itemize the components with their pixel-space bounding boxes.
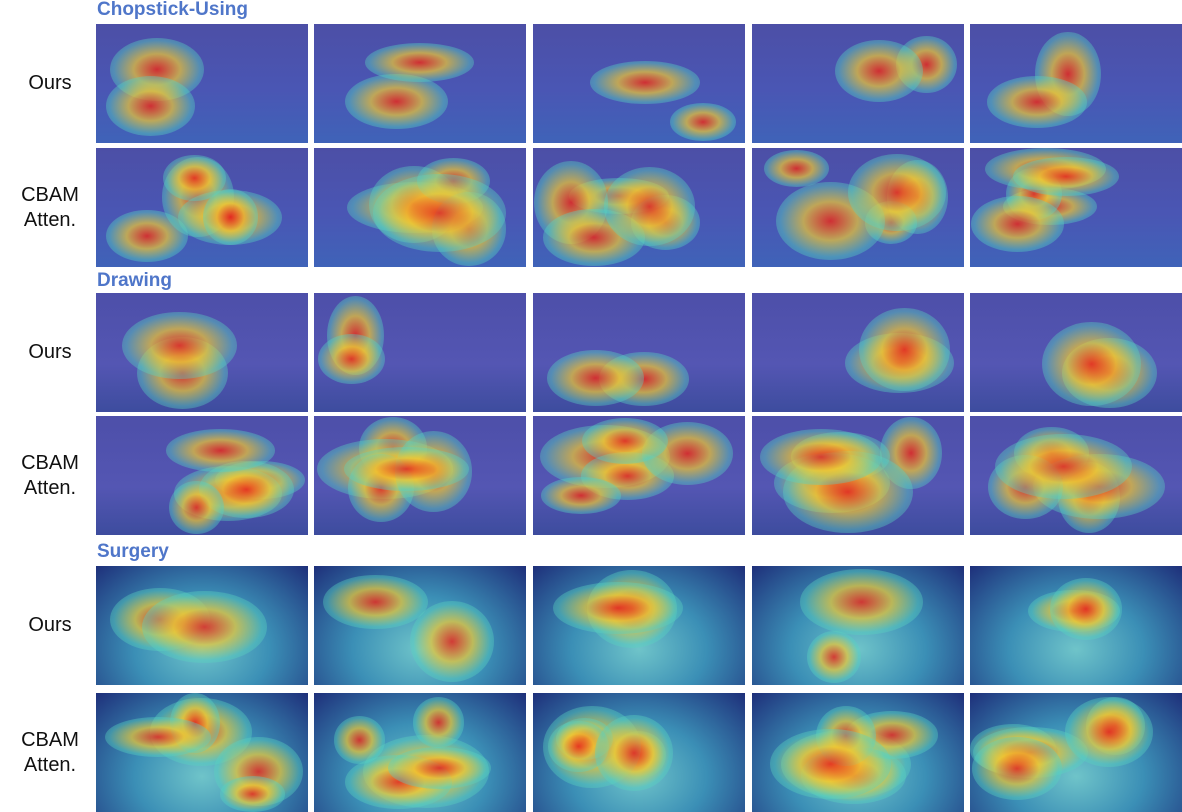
heatmap-image [752, 416, 964, 535]
heat-blob [604, 167, 695, 246]
heat-blob [848, 154, 946, 231]
heat-blob [541, 477, 621, 513]
heatmap-image [533, 693, 745, 812]
row-label-line: Ours [0, 340, 100, 365]
heatmap-image [752, 148, 964, 267]
heat-blob [835, 40, 923, 103]
heat-blob [365, 43, 474, 82]
section-title: Chopstick-Using [97, 0, 248, 20]
row-label: Ours [0, 613, 100, 638]
heat-blob [318, 334, 385, 384]
heat-blob [373, 174, 506, 252]
row-label: Ours [0, 71, 100, 96]
heat-blob [859, 308, 950, 391]
section-title: Surgery [97, 542, 169, 562]
heat-blob [345, 74, 448, 130]
heat-blob [590, 61, 700, 104]
row-label: Ours [0, 340, 100, 365]
heatmap-image [314, 293, 526, 412]
heat-blob [220, 776, 285, 811]
heat-blob [413, 697, 465, 747]
heatmap-image [96, 566, 308, 685]
heat-blob [203, 189, 257, 245]
heat-blob [971, 196, 1064, 252]
heatmap-image [314, 416, 526, 535]
heat-blob [169, 481, 224, 534]
heatmap-image [970, 693, 1182, 812]
heatmap-image [752, 693, 964, 812]
figure: Chopstick-UsingOursCBAMAtten.DrawingOurs… [0, 0, 1182, 812]
heat-blob [764, 150, 829, 187]
row-label-line: Ours [0, 71, 100, 96]
heat-blob [995, 434, 1132, 499]
heat-blob [1050, 578, 1122, 639]
row-label-line: Ours [0, 613, 100, 638]
heatmap-image [752, 293, 964, 412]
heatmap-image [970, 293, 1182, 412]
row-label-line: Atten. [0, 476, 100, 501]
heatmap-image [752, 566, 964, 685]
heat-blob [987, 76, 1086, 128]
row-label-line: CBAM [0, 451, 100, 476]
heatmap-image [96, 693, 308, 812]
heat-blob [122, 312, 237, 379]
heat-blob [334, 716, 385, 763]
heat-blob [760, 429, 882, 485]
row-label-line: CBAM [0, 728, 100, 753]
heatmap-image [752, 24, 964, 143]
heat-blob [410, 601, 494, 682]
heatmap-image [96, 148, 308, 267]
heat-blob [972, 737, 1062, 799]
heat-blob [323, 575, 428, 629]
heatmap-image [970, 566, 1182, 685]
heat-blob [142, 591, 266, 663]
heatmap-image [314, 24, 526, 143]
heatmap-image [970, 148, 1182, 267]
heat-blob [1065, 697, 1154, 767]
heat-blob [1042, 322, 1141, 406]
heatmap-image [533, 293, 745, 412]
heatmap-image [533, 148, 745, 267]
heat-blob [106, 76, 196, 136]
heat-blob [807, 631, 862, 684]
heat-blob [344, 447, 469, 491]
heat-blob [547, 350, 645, 406]
heat-blob [800, 569, 923, 635]
heat-blob [670, 103, 736, 141]
heatmap-image [533, 24, 745, 143]
heatmap-image [314, 148, 526, 267]
heat-blob [105, 717, 211, 757]
row-label-line: CBAM [0, 183, 100, 208]
row-label-line: Atten. [0, 208, 100, 233]
heat-blob [770, 729, 890, 799]
heatmap-image [970, 416, 1182, 535]
heatmap-image [533, 416, 745, 535]
heatmap-image [314, 693, 526, 812]
heat-blob [1013, 157, 1119, 196]
heat-blob [595, 715, 673, 791]
heatmap-image [96, 416, 308, 535]
heat-blob [166, 429, 275, 472]
heatmap-image [533, 566, 745, 685]
heatmap-image [970, 24, 1182, 143]
heatmap-image [314, 566, 526, 685]
row-label-line: Atten. [0, 753, 100, 778]
section-title: Drawing [97, 271, 172, 291]
heatmap-image [96, 293, 308, 412]
heatmap-image [96, 24, 308, 143]
